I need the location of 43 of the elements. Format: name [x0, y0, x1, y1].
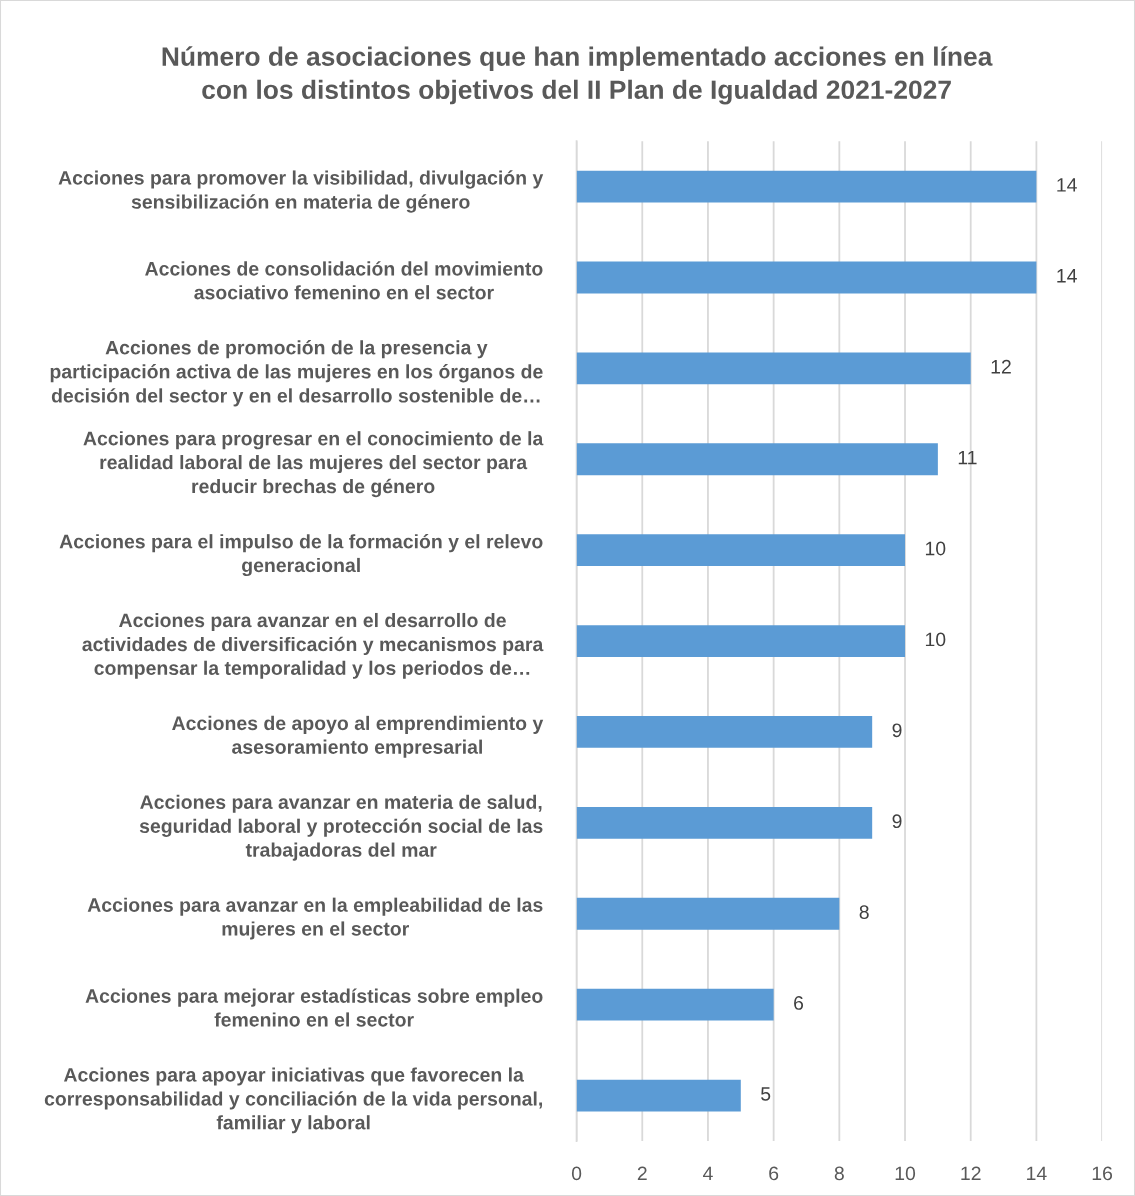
data-label: 14	[1057, 178, 1077, 192]
bar	[576, 443, 938, 476]
bar	[576, 534, 906, 567]
x-tick-label: 14	[1027, 1166, 1047, 1181]
y-tick-label: Acciones de apoyo al emprendimiento y asesoramiento empresarial	[172, 715, 544, 758]
data-label: 14	[1057, 269, 1077, 283]
x-tick-label: 2	[637, 1166, 647, 1181]
y-tick-label: Acciones para avanzar en el desarrollo de actividades de diversificación y mecanismos para compensar la temporalidad y los periodos de…	[82, 612, 544, 679]
x-tick-label: 6	[769, 1166, 779, 1181]
chart-title: Número de asociaciones que han implementado acciones en línea con los distintos objetivos del II Plan de Igualdad 2021-2027	[162, 46, 993, 105]
y-tick-label: Acciones para el impulso de la formación y el relevo generacional	[59, 533, 543, 577]
bar	[576, 988, 774, 1021]
bar	[576, 625, 906, 657]
y-tick-label: Acciones para apoyar iniciativas que favorecen la corresponsabilidad y conciliación de la vida personal, familiar y laboral	[44, 1067, 542, 1134]
data-label: 11	[958, 450, 977, 465]
data-label: 5	[761, 1087, 771, 1101]
data-label: 12	[991, 359, 1011, 374]
bar	[576, 897, 840, 930]
y-tick-label: Acciones para mejorar estadísticas sobre empleo femenino en el sector	[85, 988, 543, 1027]
y-tick-label: Acciones de consolidación del movimiento asociativo femenino en el sector	[145, 261, 543, 300]
y-tick-label: Acciones de promoción de la presencia y participación activa de las mujeres en los órganos de decisión del sector y en el desarrollo sostenible de…	[50, 340, 543, 407]
bar	[576, 716, 873, 748]
bar	[576, 170, 1037, 203]
data-label: 9	[892, 814, 902, 829]
x-tick-label: 0	[571, 1166, 582, 1181]
bar	[576, 261, 1037, 294]
x-tick-label: 12	[961, 1166, 981, 1181]
x-tick-label: 16	[1092, 1166, 1113, 1181]
y-tick-label: Acciones para avanzar en la empleabilidad de las mujeres en el sector	[87, 897, 543, 940]
y-tick-label: Acciones para promover la visibilidad, divulgación y sensibilización en materia de género	[58, 170, 544, 213]
y-tick-label: Acciones para avanzar en materia de salud, seguridad laboral y protección social de las trabajadoras del mar	[139, 794, 543, 861]
data-label: 9	[892, 723, 902, 738]
bar	[576, 806, 873, 839]
x-tick-label: 10	[895, 1166, 916, 1181]
data-label: 10	[925, 632, 946, 647]
x-tick-label: 4	[703, 1166, 713, 1181]
data-label: 8	[859, 905, 869, 919]
y-tick-label: Acciones para progresar en el conocimiento de la realidad laboral de las mujeres del sector para reducir brechas de género	[83, 431, 544, 498]
data-label: 10	[925, 541, 946, 556]
bar	[576, 1079, 741, 1112]
bar	[576, 352, 971, 385]
x-tick-label: 8	[834, 1166, 844, 1181]
data-label: 6	[794, 996, 804, 1010]
